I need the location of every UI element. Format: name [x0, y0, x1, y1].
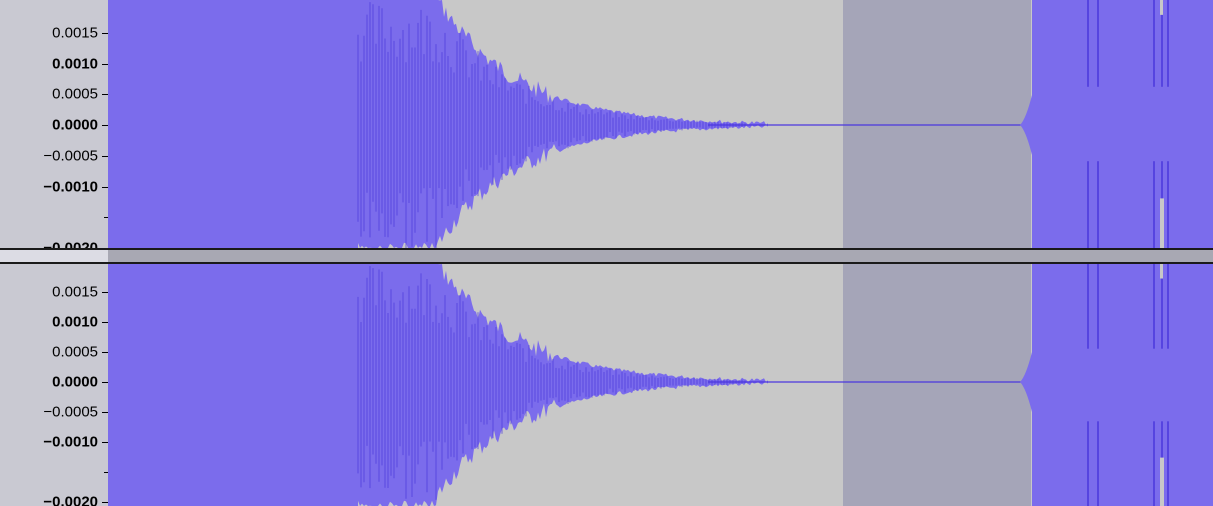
ruler-tick-minor	[104, 472, 108, 473]
ruler-tick	[102, 412, 108, 413]
ruler-label-6: −0.0020	[43, 493, 98, 506]
waveform-gap	[1160, 0, 1163, 15]
ruler-tick	[102, 322, 108, 323]
ruler-label-1: 0.0010	[52, 313, 98, 331]
ruler-tick	[102, 442, 108, 443]
left-channel-track[interactable]: 0.0015 0.0010 0.0005 0.0000 −0.0005 −0.0…	[0, 0, 1213, 256]
vertical-ruler-left[interactable]: 0.0015 0.0010 0.0005 0.0000 −0.0005 −0.0…	[0, 0, 109, 256]
ruler-tick	[102, 32, 108, 34]
ruler-label-4: −0.0005	[43, 147, 98, 165]
ruler-label-3: 0.0000	[52, 373, 98, 391]
waveform-loud-section-right	[1032, 264, 1213, 506]
waveform-left[interactable]	[108, 0, 1213, 248]
waveform-decay-detail	[357, 266, 746, 500]
waveform-loud-section-right	[1032, 0, 1213, 248]
waveform-loud-section	[108, 264, 358, 506]
ruler-label-5: −0.0010	[43, 433, 98, 451]
ruler-tick	[102, 94, 108, 96]
channel-divider[interactable]	[0, 248, 1213, 264]
vertical-ruler-right[interactable]: 0.0015 0.0010 0.0005 0.0000 −0.0005 −0.0…	[0, 264, 109, 506]
ruler-label-5: −0.0010	[43, 178, 98, 195]
ruler-label-1: 0.0010	[52, 55, 98, 72]
divider-ruler-gap	[0, 250, 108, 262]
ruler-tick	[102, 382, 108, 383]
selected-region	[843, 0, 1031, 248]
waveform-loud-section	[108, 0, 358, 248]
ruler-label-2: 0.0005	[52, 85, 98, 103]
right-channel-track[interactable]: 0.0015 0.0010 0.0005 0.0000 −0.0005 −0.0…	[0, 264, 1213, 506]
waveform-decay-detail	[357, 2, 746, 248]
ruler-tick	[102, 125, 108, 126]
ruler-label-0: 0.0015	[52, 283, 98, 301]
waveform-gap	[1160, 264, 1163, 279]
waveform-gap	[1160, 457, 1164, 506]
ruler-tick-minor	[104, 217, 108, 219]
ruler-tick	[102, 155, 108, 157]
ruler-tick	[102, 63, 108, 65]
ruler-label-2: 0.0005	[52, 343, 98, 361]
ruler-tick	[102, 292, 108, 293]
ruler-tick	[102, 352, 108, 353]
ruler-label-0: 0.0015	[52, 24, 98, 42]
waveform-right[interactable]	[108, 264, 1213, 506]
ruler-label-4: −0.0005	[43, 403, 98, 421]
selected-region	[843, 264, 1031, 506]
waveform-gap	[1160, 198, 1164, 248]
ruler-label-3: 0.0000	[52, 116, 98, 134]
waveform-onset	[1020, 352, 1032, 412]
waveform-onset	[1020, 95, 1032, 155]
ruler-tick	[102, 502, 108, 503]
ruler-tick	[102, 186, 108, 188]
